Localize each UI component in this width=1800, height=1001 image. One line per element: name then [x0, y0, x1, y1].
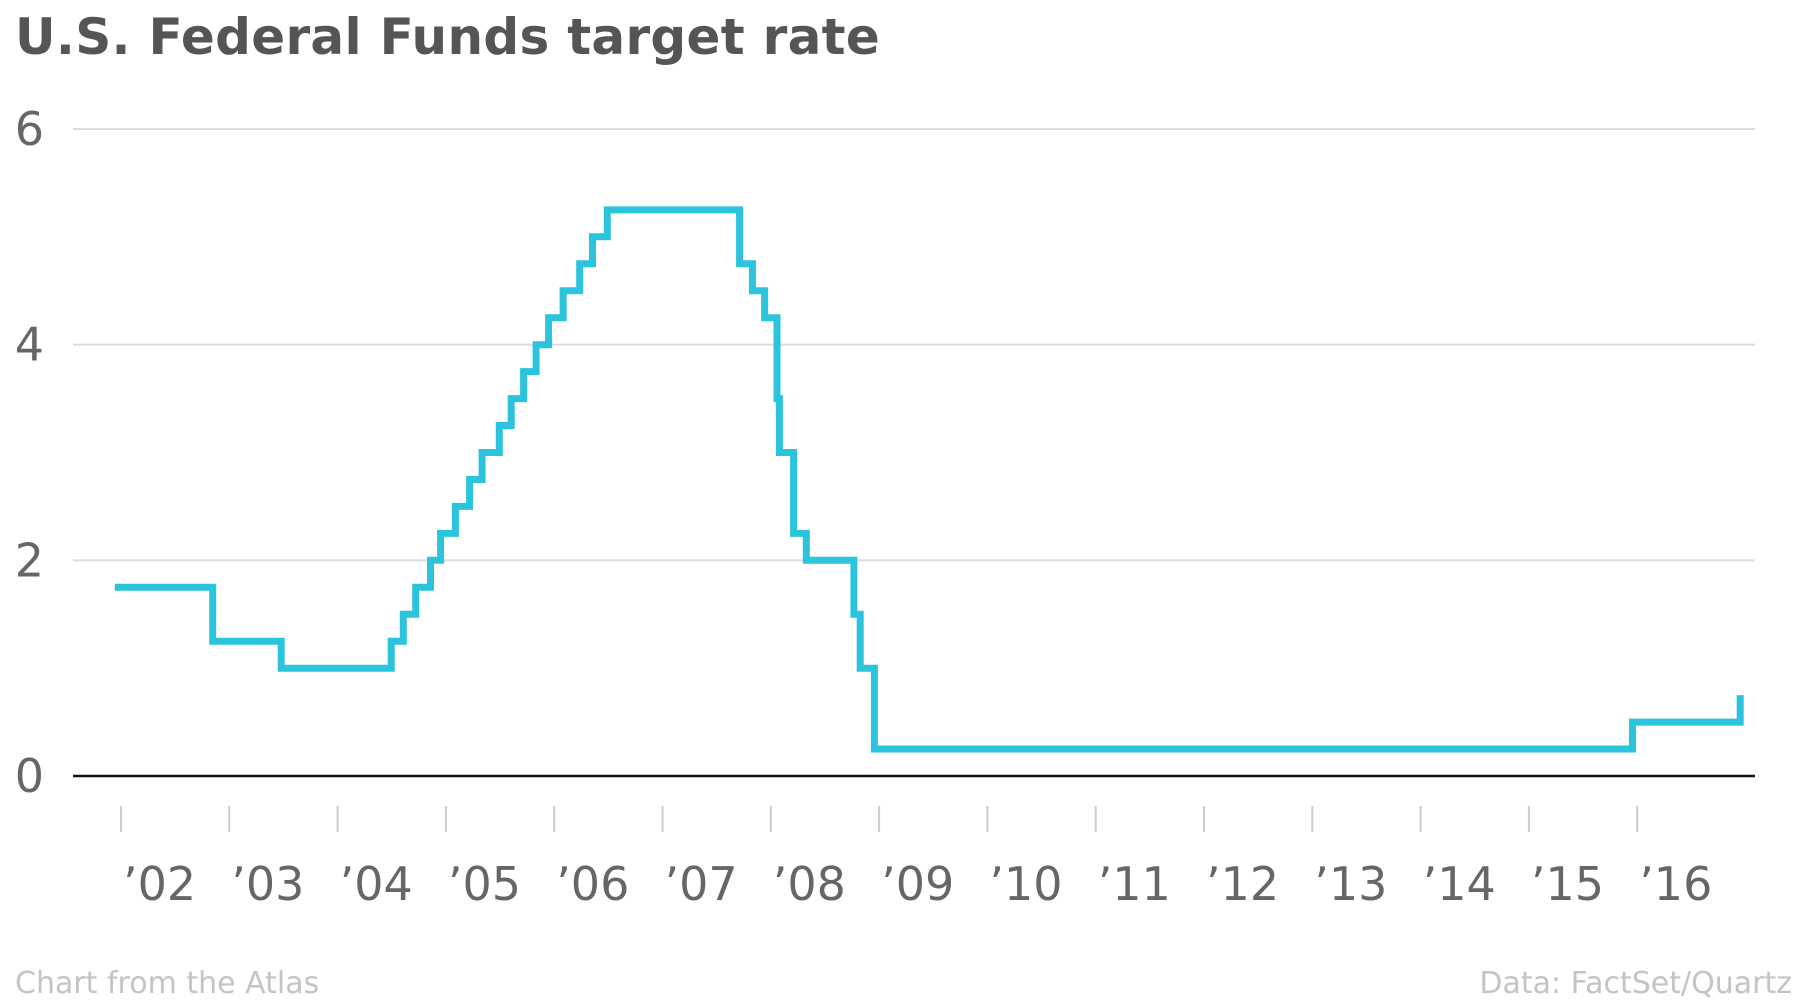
- x-tick-label-2007: ’07: [665, 857, 738, 911]
- series-layer: [115, 210, 1741, 749]
- y-tick-label-4: 4: [15, 318, 44, 372]
- x-tick-label-2006: ’06: [556, 857, 629, 911]
- x-tick-label-2012: ’12: [1206, 857, 1279, 911]
- y-tick-label-0: 0: [15, 749, 44, 803]
- x-tick-label-2002: ’02: [123, 857, 196, 911]
- grid-lines: [73, 129, 1755, 560]
- x-tick-label-2015: ’15: [1531, 857, 1604, 911]
- x-tick-label-2014: ’14: [1423, 857, 1496, 911]
- x-tick-label-2010: ’10: [989, 857, 1062, 911]
- x-axis: ’02 ’03 ’04 ’05 ’06 ’07 ’08 ’09 ’10 ’11 ’12 ’13 ’14 ’…: [121, 806, 1712, 911]
- x-tick-label-2005: ’05: [448, 857, 521, 911]
- x-tick-label-2008: ’08: [773, 857, 846, 911]
- x-tick-label-2004: ’04: [340, 857, 413, 911]
- y-tick-label-2: 2: [15, 533, 44, 587]
- y-tick-label-6: 6: [15, 102, 44, 156]
- x-tick-label-2003: ’03: [231, 857, 304, 911]
- series-line-0: [115, 210, 1740, 749]
- x-tick-label-2009: ’09: [881, 857, 954, 911]
- x-tick-label-2013: ’13: [1314, 857, 1387, 911]
- x-tick-label-2011: ’11: [1098, 857, 1171, 911]
- chart-credit: Chart from the Atlas: [15, 966, 319, 1001]
- data-source: Data: FactSet/Quartz: [1479, 966, 1792, 1001]
- x-tick-label-2016: ’16: [1639, 857, 1712, 911]
- y-axis: 0 2 4 6: [15, 102, 44, 803]
